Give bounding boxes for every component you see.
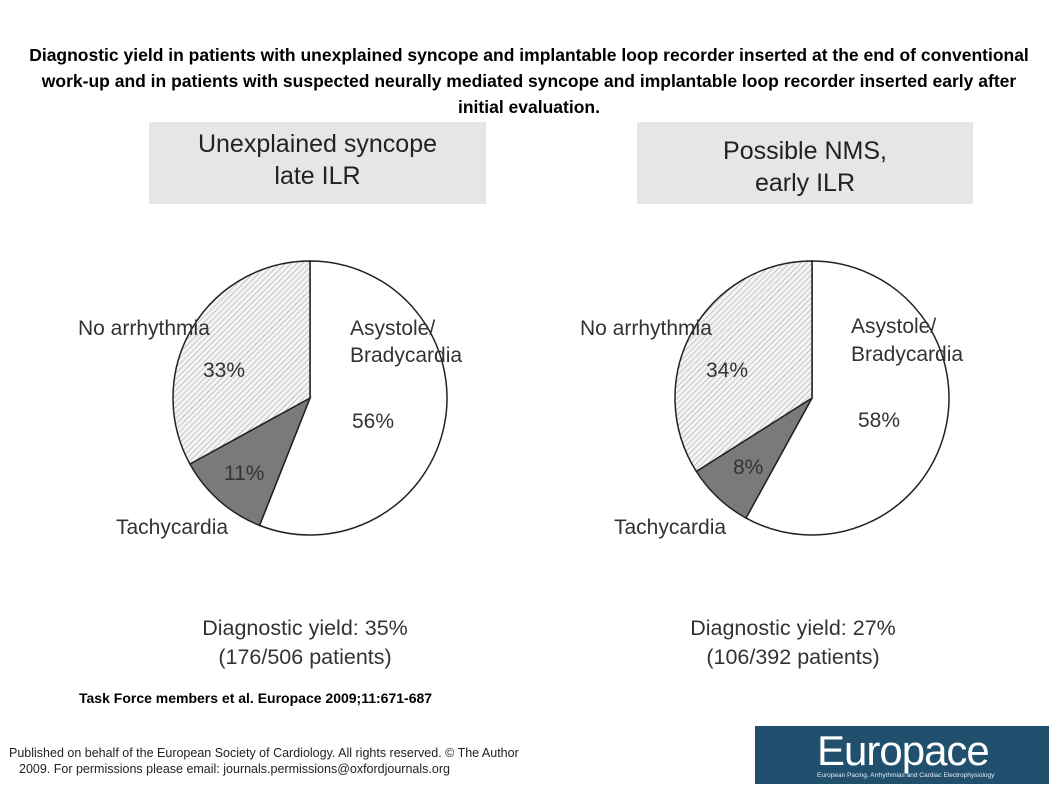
left-pie-chart: Asystole/Bradycardia 56% Tachycardia 11% No …	[78, 260, 462, 539]
slice-value-asystole-bradycardia: 58%	[858, 409, 900, 432]
slice-label-asystole-bradycardia-line-1: Asystole/	[350, 317, 435, 340]
pie-slice-no-arrhythmia	[674, 260, 813, 473]
slice-value-tachycardia: 8%	[733, 456, 763, 479]
left-diagnostic-yield: Diagnostic yield: 35% (176/506 patients)	[140, 614, 470, 672]
figure-title: Diagnostic yield in patients with unexpl…	[29, 45, 1029, 117]
slice-label-no-arrhythmia: No arrhythmia	[78, 317, 210, 340]
right-diagnostic-yield-line-1: Diagnostic yield: 27%	[690, 616, 896, 640]
slice-label-asystole-bradycardia-line-2: Bradycardia	[350, 344, 462, 367]
copyright-footer: Published on behalf of the European Soci…	[9, 745, 569, 777]
slice-value-asystole-bradycardia: 56%	[352, 410, 394, 433]
slice-value-tachycardia: 11%	[224, 462, 264, 485]
europace-logo: Europace European Pacing, Arrhythmias an…	[755, 726, 1049, 784]
left-panel-heading-line-1: Unexplained syncope	[197, 130, 438, 158]
footer-line-2: 2009. For permissions please email: jour…	[19, 762, 450, 776]
logo-wordmark: Europace	[817, 727, 990, 774]
logo-subtitle: European Pacing, Arrhythmias and Cardiac…	[817, 772, 995, 779]
slice-label-tachycardia: Tachycardia	[116, 516, 228, 539]
pie-slice-tachycardia	[188, 396, 312, 527]
pie-slice-no-arrhythmia	[172, 260, 311, 466]
slice-label-asystole-bradycardia-line-2: Bradycardia	[851, 343, 963, 366]
right-panel-heading: Possible NMS, early ILR	[637, 122, 973, 204]
left-panel-heading: Unexplained syncope late ILR	[149, 122, 486, 204]
pie-slice-asystole-bradycardia	[744, 260, 950, 536]
footer-line-1: Published on behalf of the European Soci…	[9, 746, 519, 760]
right-panel-heading-line-1: Possible NMS,	[723, 137, 887, 165]
right-pie-chart: Asystole/Bradycardia 58% Tachycardia 8% No a…	[580, 260, 963, 539]
slice-value-no-arrhythmia: 33%	[203, 359, 245, 382]
left-diagnostic-yield-line-1: Diagnostic yield: 35%	[202, 616, 408, 640]
left-panel-heading-line-2: late ILR	[274, 162, 361, 190]
slice-value-no-arrhythmia: 34%	[706, 359, 748, 382]
slice-label-asystole-bradycardia-line-1: Asystole/	[851, 315, 936, 338]
citation: Task Force members et al. Europace 2009;…	[79, 690, 433, 706]
pie-slice-asystole-bradycardia	[258, 260, 448, 536]
left-diagnostic-yield-line-2: (176/506 patients)	[218, 645, 392, 669]
right-panel-heading-line-2: early ILR	[754, 169, 856, 197]
slice-label-no-arrhythmia: No arrhythmia	[580, 317, 712, 340]
slice-label-tachycardia: Tachycardia	[614, 516, 726, 539]
right-diagnostic-yield-line-2: (106/392 patients)	[706, 645, 880, 669]
right-diagnostic-yield: Diagnostic yield: 27% (106/392 patients)	[628, 614, 958, 672]
